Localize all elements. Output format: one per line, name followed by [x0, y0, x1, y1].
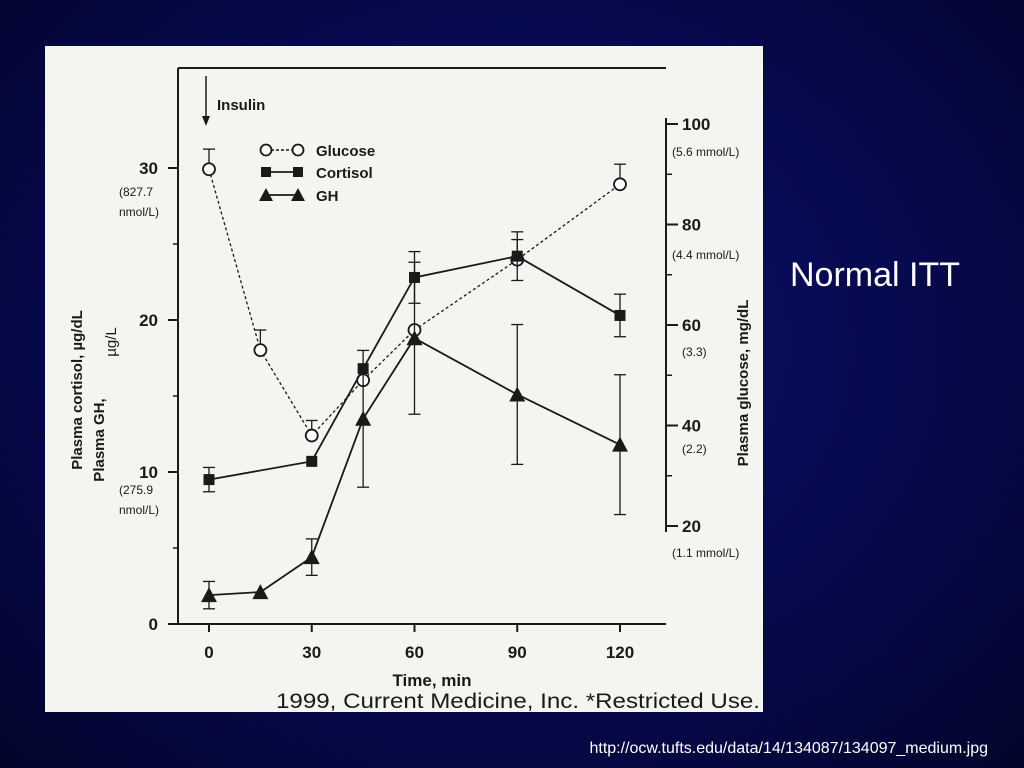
left-annotation: (275.9: [119, 483, 153, 497]
data-point-cortisol: [614, 309, 626, 321]
right-annotation: (2.2): [682, 442, 707, 456]
source-url: http://ocw.tufts.edu/data/14/134087/1340…: [589, 740, 988, 757]
right-tick-label: 80: [682, 216, 701, 235]
data-point-glucose: [613, 177, 627, 192]
data-point-glucose: [202, 162, 216, 177]
chart-panel: [45, 46, 763, 712]
left-annotation: nmol/L): [119, 503, 159, 517]
data-point-gh: [355, 410, 372, 426]
legend-marker-glucose: [291, 143, 305, 157]
right-annotation: (1.1 mmol/L): [672, 546, 739, 560]
right-axis-label: Plasma glucose, mg/dL: [735, 300, 752, 467]
right-annotation: (3.3): [682, 345, 707, 359]
legend-marker-gh: [291, 188, 305, 201]
x-tick-label: 120: [606, 643, 634, 662]
x-tick-label: 60: [405, 643, 424, 662]
right-tick-label: 40: [682, 417, 701, 436]
left-axis-label: Plasma cortisol, µg/dL: [69, 310, 86, 470]
legend-marker-cortisol: [261, 167, 271, 177]
legend-label-cortisol: Cortisol: [316, 165, 373, 182]
data-point-cortisol: [511, 250, 523, 262]
data-point-gh: [509, 386, 526, 402]
left-axis-unit-label: µg/L: [103, 327, 120, 357]
data-point-glucose: [253, 343, 268, 358]
left-annotation: nmol/L): [119, 205, 159, 219]
x-tick-label: 90: [508, 643, 527, 662]
legend-marker-gh: [259, 188, 273, 201]
left-axis-label-gh: Plasma GH,: [91, 398, 108, 481]
right-tick-label: 100: [682, 115, 710, 134]
left-annotation: (827.7: [119, 185, 153, 199]
left-tick-label: 30: [139, 159, 158, 178]
data-point-gh: [612, 436, 628, 452]
copyright-text: 1999, Current Medicine, Inc. *Restricted…: [276, 690, 760, 713]
left-tick-label: 10: [139, 463, 158, 482]
data-point-gh: [252, 584, 269, 600]
right-annotation: (5.6 mmol/L): [672, 145, 739, 159]
left-tick-label: 0: [149, 615, 158, 634]
legend-label-glucose: Glucose: [316, 143, 375, 160]
data-point-gh: [303, 549, 320, 565]
legend-marker-cortisol: [293, 167, 303, 177]
right-tick-label: 20: [682, 517, 701, 536]
data-point-gh: [201, 587, 217, 603]
data-point-gh: [406, 330, 423, 346]
x-axis-label: Time, min: [392, 671, 471, 690]
data-point-cortisol: [306, 455, 318, 467]
x-tick-label: 30: [302, 643, 321, 662]
data-point-cortisol: [203, 474, 215, 486]
left-tick-label: 20: [139, 311, 158, 330]
legend-label-gh: GH: [316, 188, 339, 205]
series-line-cortisol: [208, 255, 621, 481]
slide-title: Normal ITT: [790, 256, 960, 294]
data-point-glucose: [304, 428, 319, 443]
right-tick-label: 60: [682, 316, 701, 335]
legend-marker-glucose: [259, 143, 273, 157]
x-tick-label: 0: [204, 643, 213, 662]
insulin-arrowhead: [202, 116, 210, 126]
right-annotation: (4.4 mmol/L): [672, 248, 739, 262]
insulin-label: Insulin: [217, 97, 265, 114]
